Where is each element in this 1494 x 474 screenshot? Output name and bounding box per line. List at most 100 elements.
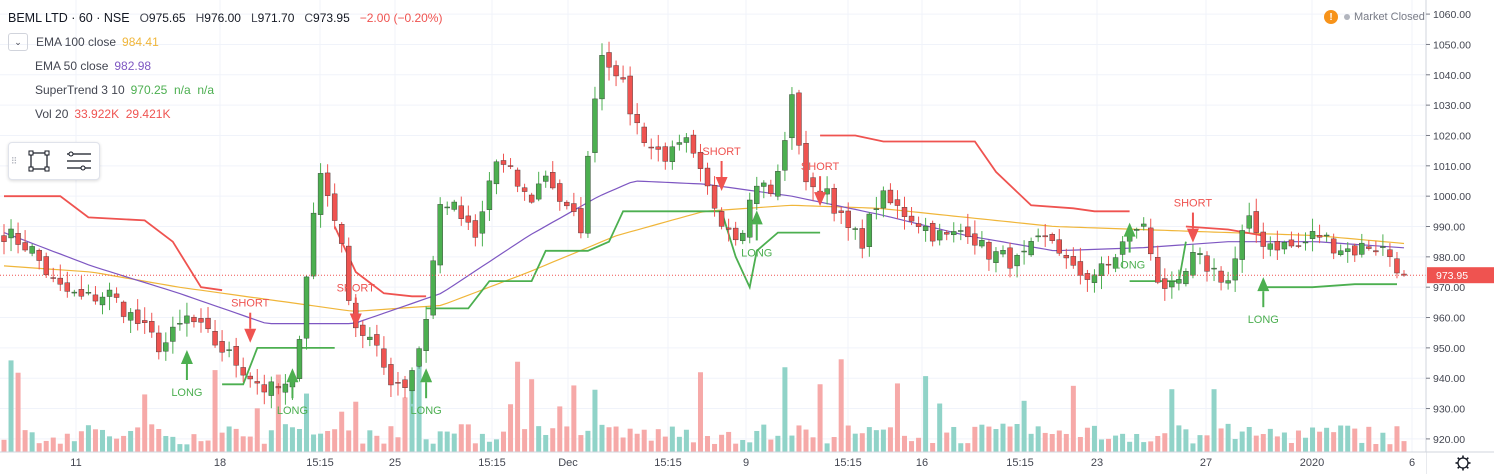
volume-bar (50, 437, 56, 452)
volume-bar (958, 443, 964, 452)
candle (993, 247, 999, 273)
candle (732, 221, 739, 246)
candle-body (1070, 256, 1077, 266)
volume-bar (36, 443, 42, 452)
candle (29, 243, 35, 257)
candle (1077, 247, 1084, 285)
candle-body (50, 277, 56, 279)
volume-bar (304, 393, 310, 452)
candle (64, 271, 71, 298)
volume-bar (289, 427, 295, 452)
candle-body (338, 224, 345, 244)
rectangle-tool-icon[interactable] (19, 144, 59, 178)
candle-body (690, 134, 697, 154)
legend-supertrend[interactable]: SuperTrend 3 10 970.25 n/a n/a (8, 78, 442, 102)
volume-bar (902, 435, 908, 452)
candle (1091, 269, 1098, 293)
volume-bar (620, 437, 626, 452)
price-axis-bg (1426, 0, 1494, 474)
candle (972, 220, 978, 255)
settings-gear-icon[interactable] (1455, 455, 1471, 471)
volume-bar (972, 426, 978, 452)
volume-bar (472, 443, 478, 452)
legend-ema50[interactable]: EMA 50 close 982.98 (8, 54, 442, 78)
line-settings-icon[interactable] (59, 144, 99, 178)
volume-bar (1225, 423, 1231, 452)
candle (268, 376, 275, 409)
candle (739, 230, 746, 245)
volume-bar (15, 372, 21, 452)
candle-body (219, 341, 225, 353)
candle (142, 307, 148, 334)
candle-body (831, 188, 837, 214)
candle-body (1323, 234, 1330, 237)
volume-bar (479, 433, 485, 452)
candle (50, 267, 56, 283)
candle (57, 264, 63, 291)
candle-body (1330, 238, 1337, 254)
candle (367, 327, 373, 347)
candle (543, 170, 549, 188)
candle (564, 200, 570, 210)
candle (641, 122, 647, 147)
candle-body (486, 180, 493, 210)
supertrend-up (426, 210, 821, 310)
candle (423, 306, 429, 363)
candle-body (620, 77, 626, 80)
candle-body (106, 289, 113, 297)
legend-volume[interactable]: Vol 20 33.922K 29.421K (8, 102, 442, 126)
candle (1148, 218, 1154, 261)
candle-body (838, 210, 844, 213)
candle-body (367, 336, 373, 340)
candle-body (550, 172, 556, 189)
candle-body (43, 256, 49, 276)
volume-bar (515, 361, 521, 452)
candle-body (149, 321, 155, 333)
candle (430, 255, 436, 320)
candle (662, 142, 669, 170)
candle (8, 219, 14, 252)
volume-bar (423, 439, 429, 452)
volume-bar (1000, 423, 1006, 452)
candle (1204, 251, 1210, 282)
warning-icon[interactable]: ! (1324, 10, 1338, 24)
volume-bar (325, 430, 331, 452)
volume-bar (740, 439, 746, 452)
volume-bar (191, 434, 197, 452)
candle (1394, 251, 1400, 279)
drawing-toolbar[interactable]: ⠿ (8, 142, 100, 180)
candle-body (1077, 261, 1084, 276)
candle-body (1260, 231, 1266, 247)
candle (43, 252, 49, 278)
collapse-legend-icon[interactable]: ⌄ (8, 33, 28, 51)
drag-handle-icon[interactable]: ⠿ (10, 156, 18, 166)
candle-body (810, 177, 816, 188)
candle-body (1246, 215, 1252, 229)
short-arrow-icon (715, 176, 728, 191)
price-tick-label: 950.00 (1433, 343, 1465, 355)
candle-body (845, 210, 851, 228)
volume-bar (486, 441, 492, 452)
candle-body (36, 249, 42, 261)
candle (873, 196, 880, 220)
volume-bar (564, 426, 570, 452)
candle-body (1007, 247, 1013, 269)
long-arrow-icon (286, 368, 299, 383)
candle-body (233, 346, 239, 366)
volume-bar (655, 429, 661, 452)
candle-body (1133, 229, 1140, 231)
legend-ema100[interactable]: ⌄ EMA 100 close 984.41 (8, 30, 442, 54)
price-tick-label: 940.00 (1433, 373, 1465, 385)
candle-body (972, 233, 978, 246)
volume-bar (810, 437, 816, 452)
candle-body (535, 183, 542, 200)
candle-body (1000, 250, 1006, 255)
symbol-title[interactable]: BEML LTD · 60 · NSE (8, 11, 130, 25)
volume-bar (1148, 441, 1154, 452)
market-status[interactable]: ! Market Closed (1324, 10, 1425, 24)
candle (1070, 247, 1077, 269)
candle (324, 164, 331, 207)
candle (134, 299, 141, 331)
ohlc-close: C973.95 (304, 11, 350, 25)
